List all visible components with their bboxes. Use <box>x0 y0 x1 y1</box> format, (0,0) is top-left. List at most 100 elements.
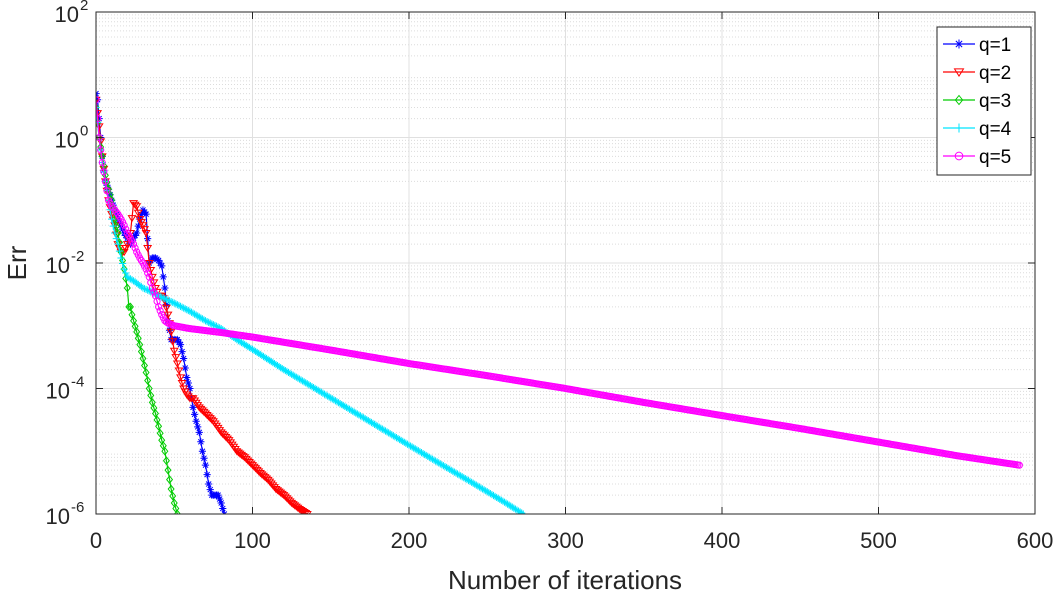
marker-plus <box>162 295 171 304</box>
marker-plus <box>298 377 307 385</box>
marker-diamond <box>96 103 100 112</box>
marker-plus <box>198 315 207 323</box>
legend-item: q=2 <box>943 63 1011 84</box>
marker-asterisk <box>112 210 120 219</box>
marker-asterisk <box>216 495 224 503</box>
marker-plus <box>370 420 379 428</box>
marker-plus <box>460 474 468 482</box>
marker-asterisk <box>205 480 213 488</box>
marker-asterisk <box>189 403 197 411</box>
marker-plus <box>424 452 432 460</box>
marker-plus <box>119 259 127 268</box>
marker-triangle <box>301 509 311 514</box>
y-tick-label: 10 0 <box>55 123 89 153</box>
marker-plus <box>187 308 196 316</box>
marker-plus <box>469 479 477 487</box>
marker-asterisk <box>203 471 211 479</box>
marker-triangle <box>171 354 181 362</box>
marker-diamond <box>112 221 120 231</box>
marker-plus <box>281 366 289 375</box>
marker-plus <box>201 317 210 325</box>
y-tick-exponent: -4 <box>71 374 84 391</box>
marker-plus <box>189 309 197 317</box>
marker-plus <box>311 384 319 393</box>
marker-plus <box>333 398 341 406</box>
marker-plus <box>518 509 526 514</box>
marker-plus <box>347 406 355 414</box>
marker-plus <box>413 446 421 454</box>
y-tick-base: 10 <box>55 128 79 153</box>
marker-plus <box>449 467 457 475</box>
marker-plus <box>205 318 213 326</box>
marker-plus <box>447 466 455 474</box>
marker-plus <box>383 428 391 436</box>
marker-plus <box>286 369 294 377</box>
marker-plus <box>342 403 350 411</box>
marker-plus <box>197 314 205 322</box>
marker-circle <box>144 269 152 277</box>
y-tick-base: 10 <box>46 253 70 278</box>
marker-triangle <box>177 379 187 388</box>
marker-plus <box>417 449 426 457</box>
marker-plus <box>172 300 180 308</box>
marker-plus <box>305 381 313 389</box>
marker-plus <box>297 376 305 384</box>
legend-item: q=3 <box>943 91 1011 112</box>
marker-asterisk <box>155 256 163 265</box>
marker-plus <box>436 460 444 468</box>
marker-plus <box>450 468 458 476</box>
marker-plus <box>324 392 332 400</box>
marker-diamond <box>128 310 136 320</box>
series-q=5 <box>96 96 1023 469</box>
marker-plus <box>493 493 501 502</box>
marker-plus <box>468 478 476 486</box>
marker-plus <box>400 438 408 446</box>
marker-plus <box>161 295 169 303</box>
marker-plus <box>209 321 217 329</box>
marker-plus <box>478 485 487 493</box>
marker-plus <box>381 427 390 435</box>
marker-plus <box>158 293 166 301</box>
marker-diamond <box>144 376 152 385</box>
marker-asterisk <box>144 234 152 243</box>
marker-triangle <box>174 367 184 375</box>
marker-plus <box>485 489 493 497</box>
marker-plus <box>435 459 443 467</box>
marker-plus <box>483 488 491 496</box>
marker-plus <box>355 411 363 419</box>
marker-triangle <box>163 311 173 319</box>
marker-circle <box>954 151 964 161</box>
marker-asterisk <box>176 341 185 349</box>
marker-plus <box>411 445 419 453</box>
marker-triangle <box>96 110 103 118</box>
marker-triangle <box>150 284 160 293</box>
marker-asterisk <box>161 284 169 292</box>
marker-asterisk <box>200 454 208 462</box>
marker-asterisk <box>184 379 192 387</box>
marker-diamond <box>151 409 159 418</box>
marker-diamond <box>162 456 170 466</box>
marker-plus <box>170 299 178 307</box>
marker-plus <box>336 400 344 408</box>
marker-plus <box>350 408 358 416</box>
marker-diamond <box>136 340 144 350</box>
marker-circle <box>96 115 102 123</box>
marker-plus <box>165 297 174 305</box>
marker-triangle <box>138 222 148 230</box>
marker-diamond <box>139 354 147 363</box>
marker-plus <box>156 292 164 301</box>
y-axis-label: Err <box>2 245 32 280</box>
marker-triangle <box>953 68 965 77</box>
marker-plus <box>385 429 393 437</box>
y-tick-label: 10 -4 <box>46 374 85 404</box>
marker-plus <box>313 385 321 394</box>
marker-plus <box>176 302 185 310</box>
marker-plus <box>108 215 116 223</box>
marker-plus <box>314 386 322 394</box>
marker-plus <box>388 431 396 439</box>
marker-diamond <box>954 94 964 106</box>
marker-plus <box>306 382 315 390</box>
marker-asterisk <box>162 300 171 308</box>
marker-plus <box>349 407 357 415</box>
marker-plus <box>206 319 214 327</box>
